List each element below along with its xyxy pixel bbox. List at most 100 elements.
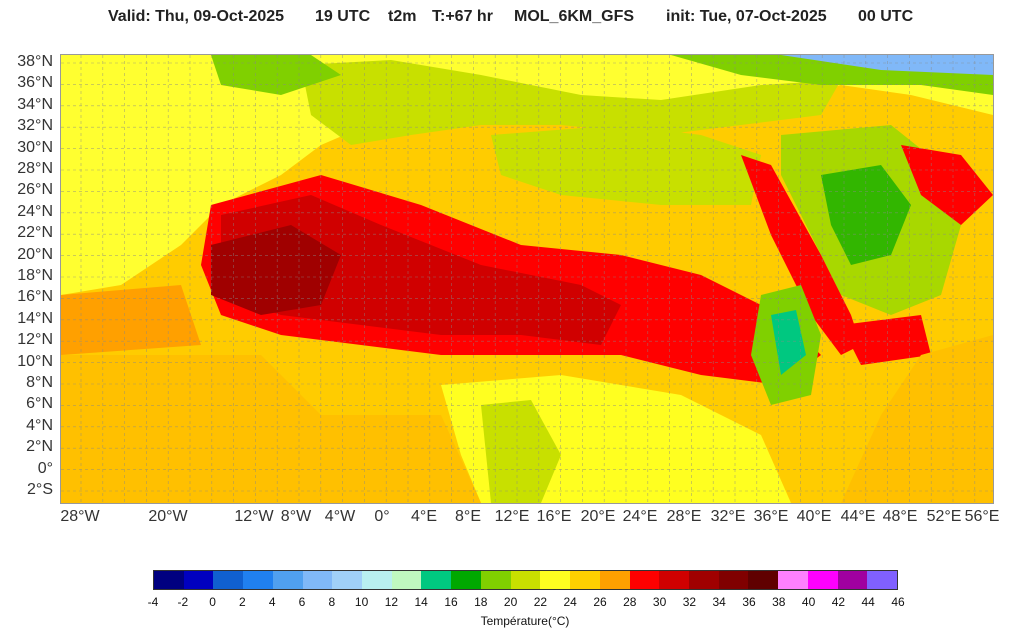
colorbar-tick-label: -2 — [177, 595, 189, 609]
colorbar-tick-label: 24 — [563, 595, 577, 609]
colorbar-tick-label: 0 — [209, 595, 216, 609]
lon-label: 28°W — [60, 508, 100, 525]
colorbar-tick-label: 8 — [328, 595, 336, 609]
atlantic-warm-zone — [61, 285, 201, 355]
lon-label: 36°E — [753, 508, 789, 525]
colorbar-swatch — [362, 571, 392, 589]
colorbar-swatch — [837, 571, 868, 589]
colorbar-tick-label: 42 — [831, 595, 846, 609]
map-header: Valid: Thu, 09-Oct-2025 19 UTC t2m T:+67… — [0, 8, 1011, 30]
iberia-zone — [211, 55, 341, 95]
init-date: init: Tue, 07-Oct-2025 — [666, 8, 827, 25]
colorbar-tick-label: 4 — [268, 595, 276, 609]
persian-gulf-zone — [901, 145, 993, 225]
lon-label: 24°E — [622, 508, 658, 525]
lat-label: 36°N — [17, 74, 53, 92]
colorbar-tick-label: 14 — [414, 595, 428, 609]
lat-label: 38°N — [17, 53, 53, 70]
colorbar-tick-label: 10 — [354, 595, 369, 609]
colorbar-tick-label: 40 — [801, 595, 816, 609]
colorbar-swatch — [480, 571, 511, 589]
colorbar-swatch — [540, 571, 571, 589]
lon-label: 52°E — [926, 508, 962, 525]
lat-label: 2°S — [27, 481, 53, 498]
colorbar-tick-label: 20 — [503, 595, 518, 609]
lon-label: 8°W — [280, 508, 312, 525]
colorbar-swatch — [778, 571, 808, 589]
lon-label: 56°E — [964, 508, 1000, 525]
grid-lines — [61, 55, 993, 503]
lon-label: 0° — [374, 508, 390, 525]
colorbar-tick-label: 46 — [891, 595, 905, 609]
colorbar-tick-label: 16 — [444, 595, 458, 609]
ethiopia-peak — [771, 310, 806, 375]
colorbar-swatch — [451, 571, 481, 589]
red-sea-zone — [741, 155, 861, 355]
lat-label: 0° — [37, 459, 53, 477]
colorbar-tick-label: 44 — [861, 595, 875, 609]
lat-label: 16°N — [17, 288, 53, 306]
lat-label: 30°N — [17, 138, 53, 156]
colorbar-swatch — [718, 571, 749, 589]
colorbar-swatch — [599, 571, 630, 589]
colorbar-swatch — [688, 571, 719, 589]
lon-label: 12°E — [494, 508, 530, 525]
lat-label: 14°N — [17, 309, 53, 327]
temperature-map — [60, 54, 994, 504]
colorbar-title: Température(°C) — [480, 614, 570, 628]
lon-label: 20°W — [148, 508, 188, 525]
lat-label: 12°N — [17, 331, 53, 349]
lat-label: 6°N — [26, 395, 53, 413]
lat-label: 8°N — [26, 374, 53, 391]
lon-label: 20°E — [580, 508, 616, 525]
colorbar-swatch — [391, 571, 422, 589]
lon-label: 44°E — [840, 508, 876, 525]
lon-label: 28°E — [666, 508, 702, 525]
lon-label: 8°E — [455, 508, 481, 525]
lon-label: 12°W — [234, 508, 274, 525]
lon-label: 16°E — [536, 508, 572, 525]
mediterranean-zone — [301, 60, 841, 145]
colorbar-tick-label: 32 — [682, 595, 697, 609]
init-time: 00 UTC — [858, 8, 914, 25]
colorbar-swatch — [183, 571, 214, 589]
colorbar-swatch — [867, 571, 897, 589]
model-name: MOL_6KM_GFS — [514, 8, 635, 25]
colorbar-tick-label: 18 — [474, 595, 488, 609]
map-canvas — [61, 55, 993, 503]
lon-label: 48°E — [882, 508, 918, 525]
colorbar-swatch — [213, 571, 244, 589]
colorbar-swatch — [807, 571, 838, 589]
colorbar-swatch — [629, 571, 660, 589]
gulf-of-aden-zone — [841, 315, 931, 365]
colorbar-tick-label: 26 — [593, 595, 607, 609]
congo-zone — [481, 400, 561, 503]
colorbar-swatch — [243, 571, 273, 589]
lat-label: 34°N — [17, 95, 53, 113]
lat-label: 26°N — [17, 181, 53, 199]
valid-date: Valid: Thu, 09-Oct-2025 — [108, 8, 285, 25]
lat-label: 28°N — [17, 160, 53, 177]
lat-label: 18°N — [17, 267, 53, 284]
variable-name: t2m — [388, 8, 417, 25]
colorbar-tick-label: 22 — [533, 595, 548, 609]
colorbar-tick-label: 6 — [298, 595, 306, 609]
lon-label: 40°E — [796, 508, 832, 525]
lead-time: T:+67 hr — [432, 8, 493, 25]
colorbar-tick-label: -4 — [147, 595, 159, 609]
colorbar-swatch — [659, 571, 689, 589]
colorbar-tick-label: 30 — [652, 595, 667, 609]
valid-time: 19 UTC — [315, 8, 371, 25]
colorbar-tick-label: 36 — [742, 595, 756, 609]
colorbar-swatch — [421, 571, 452, 589]
temperature-colorbar — [153, 570, 898, 590]
lat-label: 2°N — [26, 438, 53, 456]
colorbar-swatch — [570, 571, 600, 589]
indian-ocean-zone — [841, 335, 993, 503]
colorbar-swatch — [302, 571, 333, 589]
lat-label: 20°N — [17, 245, 53, 263]
lat-label: 32°N — [17, 117, 53, 135]
lon-label: 32°E — [710, 508, 746, 525]
colorbar-swatch — [748, 571, 779, 589]
colorbar-tick-label: 34 — [712, 595, 726, 609]
